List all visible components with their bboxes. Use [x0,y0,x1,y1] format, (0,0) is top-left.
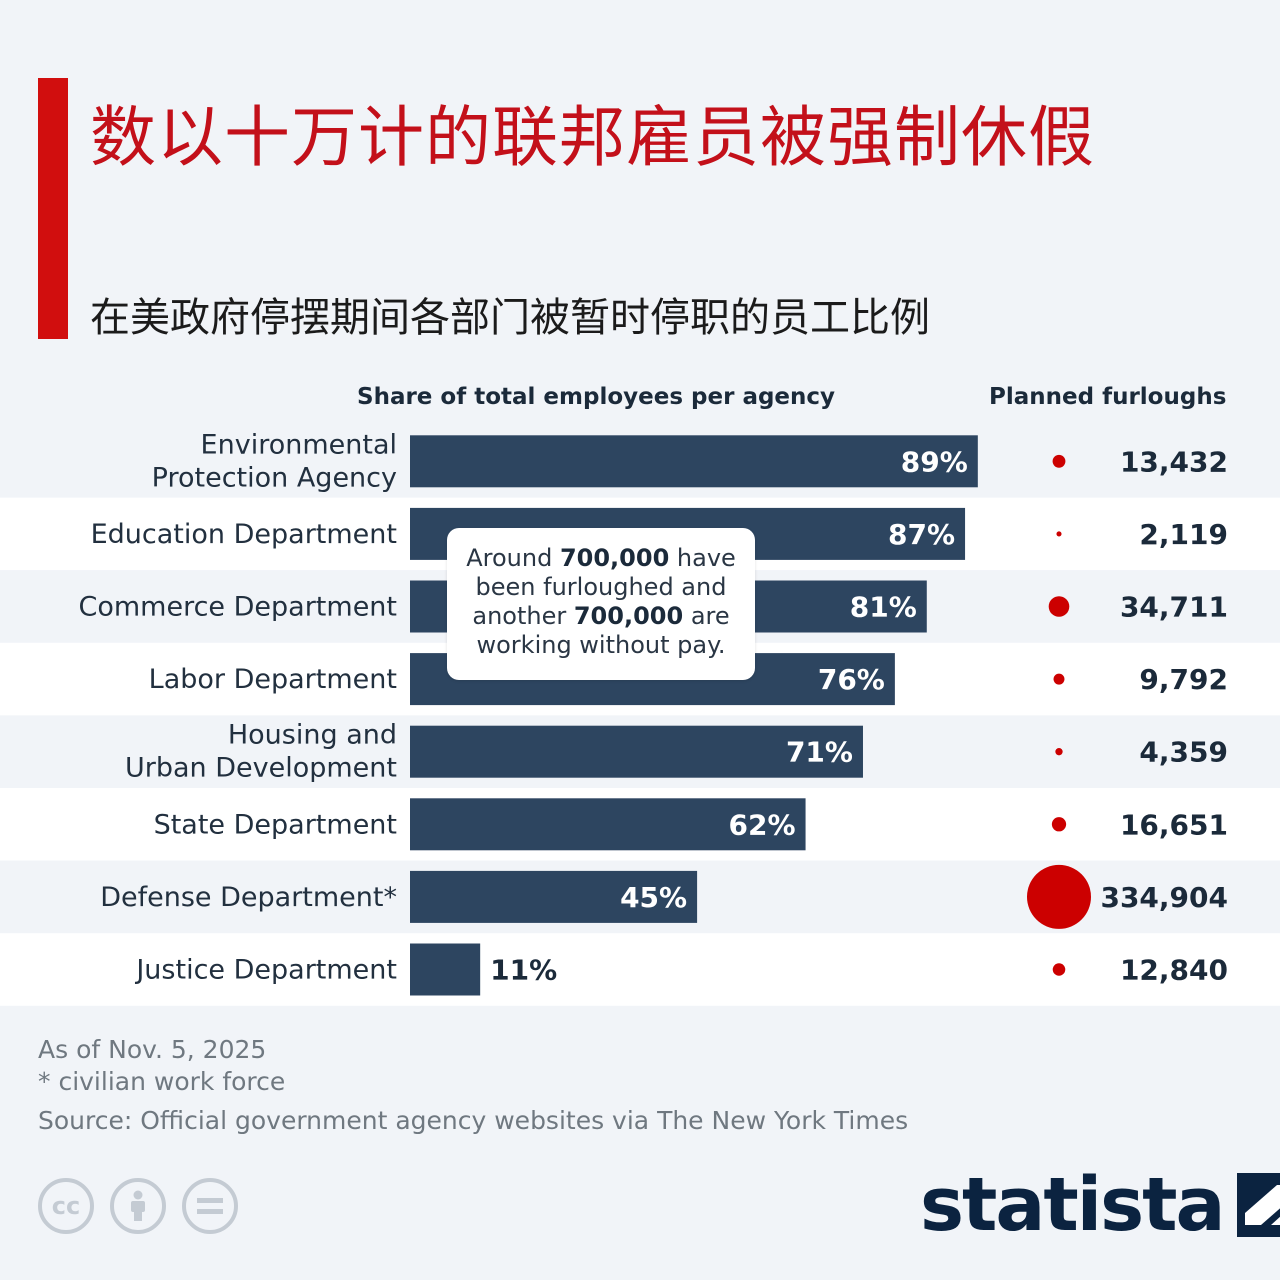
callout-note: Around 700,000 have been furloughed and … [447,528,755,680]
bar-value-label: 81% [850,591,917,624]
furloughs-column-header: Planned furloughs [989,384,1227,410]
chart-title: 数以十万计的联邦雇员被强制休假 [90,99,1095,176]
furlough-bubble [1055,748,1063,756]
category-label: Commerce Department [78,592,397,623]
attribution-icon[interactable] [110,1178,166,1234]
bar-value-label: 89% [901,445,968,478]
logo-wordmark: statista [920,1162,1225,1248]
bar [410,435,978,488]
category-label: Protection Agency [152,462,397,493]
bar-value-label: 76% [818,663,885,696]
title-accent-bar [38,78,68,339]
bar [410,725,863,778]
category-label: Education Department [91,519,397,550]
category-label: Housing and [228,720,397,751]
furlough-value-label: 13,432 [1120,445,1228,478]
license-icons: cc [38,1178,238,1234]
date-note: As of Nov. 5, 2025 [38,1035,267,1064]
bar-value-label: 71% [786,736,853,769]
statista-logo-icon [1237,1173,1280,1237]
furlough-value-label: 334,904 [1100,881,1228,914]
source-note: Source: Official government agency websi… [38,1106,909,1135]
furlough-value-label: 2,119 [1139,518,1228,551]
furlough-bubble [1053,673,1065,685]
statista-logo[interactable]: statista [920,1168,1280,1242]
furlough-bubble [1052,963,1066,976]
category-label: Defense Department* [100,882,397,913]
cc-icon[interactable]: cc [38,1178,94,1234]
bar [410,798,806,851]
chart-subtitle: 在美政府停摆期间各部门被暂时停职的员工比例 [90,295,930,341]
bar-value-label: 62% [729,808,796,841]
furlough-value-label: 9,792 [1139,663,1228,696]
bar-value-label: 87% [888,518,955,551]
category-label: Labor Department [149,664,397,695]
bar-value-label: 11% [490,954,557,987]
furlough-value-label: 12,840 [1120,954,1228,987]
chart-notes: As of Nov. 5, 2025 * civilian work force [38,1034,285,1098]
bar-value-label: 45% [620,881,687,914]
bar [410,943,481,996]
furlough-bubble [1048,596,1070,617]
bar [410,870,698,923]
furlough-value-label: 34,711 [1120,591,1228,624]
category-label: Justice Department [134,955,397,986]
category-label: Environmental [201,429,397,460]
category-label: State Department [154,809,397,840]
no-derivatives-icon[interactable] [182,1178,238,1234]
category-label: Urban Development [125,753,397,784]
footnote: * civilian work force [38,1067,286,1096]
furlough-bubble [1051,817,1067,832]
furlough-bubble [1027,864,1091,929]
furlough-value-label: 16,651 [1120,808,1228,841]
furlough-bubble [1056,531,1062,537]
share-column-header: Share of total employees per agency [357,384,836,410]
furlough-bubble [1052,454,1066,468]
row-background [0,933,1280,1006]
furlough-value-label: 4,359 [1139,736,1228,769]
